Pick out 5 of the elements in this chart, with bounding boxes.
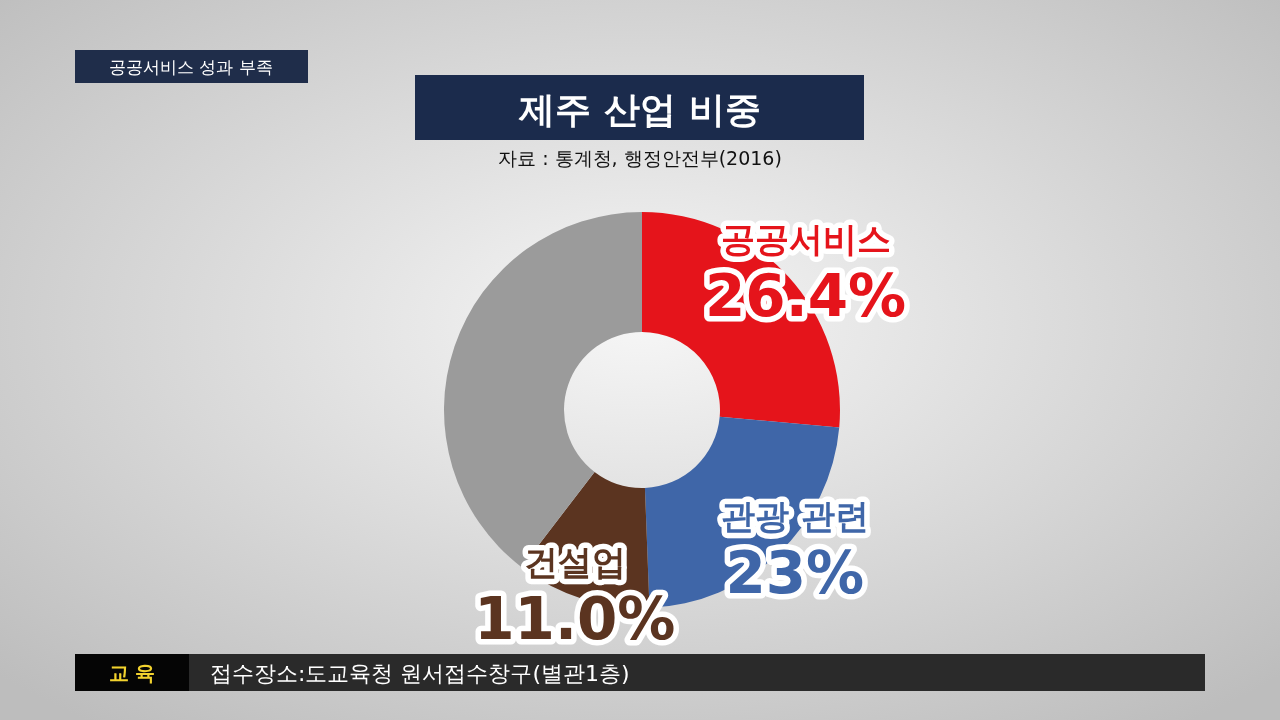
chart-title: 제주 산업 비중 bbox=[518, 89, 761, 130]
text: 교 육 bbox=[108, 661, 156, 685]
chart-subtitle: 자료 : 통계청, 행정안전부(2016) bbox=[498, 147, 782, 169]
text: 접수장소:도교육청 원서접수창구(별관1층) bbox=[210, 661, 630, 686]
text: 공공서비스 성과 부족 bbox=[109, 57, 273, 77]
